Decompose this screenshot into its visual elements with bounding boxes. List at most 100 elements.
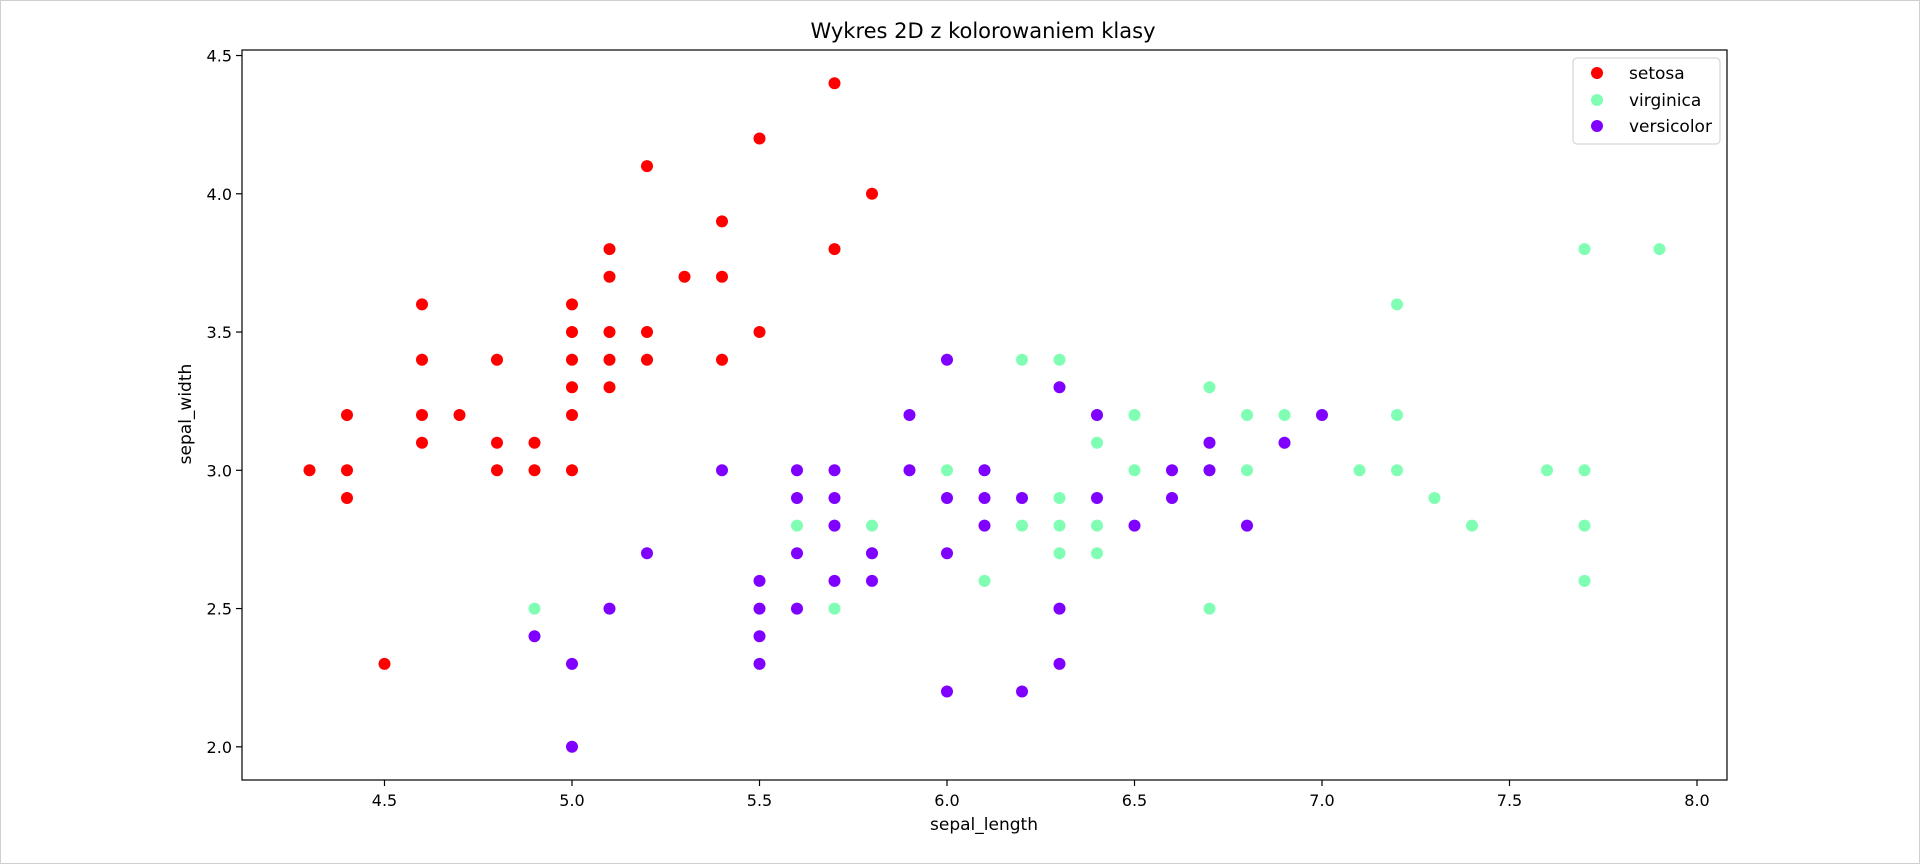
point-virginica-13 [1053, 547, 1066, 560]
point-virginica-16 [1091, 436, 1103, 449]
point-setosa-4 [378, 657, 391, 670]
point-setosa-15 [566, 298, 578, 311]
point-setosa-31 [716, 270, 728, 283]
point-setosa-6 [416, 353, 428, 366]
point-versicolor-29 [1016, 492, 1028, 504]
point-setosa-14 [528, 464, 541, 477]
legend-label-setosa: setosa [1629, 64, 1685, 84]
point-versicolor-30 [1016, 685, 1028, 698]
point-versicolor-42 [1278, 436, 1291, 449]
chart-title: Wykres 2D z kolorowaniem klasy [810, 19, 1155, 43]
point-virginica-8 [1016, 353, 1028, 366]
point-virginica-18 [1091, 547, 1103, 560]
point-virginica-17 [1091, 519, 1103, 532]
point-setosa-32 [716, 353, 728, 366]
point-virginica-2 [828, 602, 841, 615]
point-versicolor-16 [828, 519, 841, 532]
point-setosa-28 [641, 353, 653, 366]
point-versicolor-2 [566, 740, 578, 753]
y-tick-label: 3.0 [207, 461, 232, 480]
point-setosa-22 [603, 270, 616, 283]
point-virginica-19 [1128, 409, 1141, 421]
point-setosa-10 [491, 353, 503, 366]
point-virginica-5 [941, 464, 953, 477]
point-setosa-5 [416, 298, 428, 311]
point-versicolor-31 [1053, 381, 1066, 394]
point-virginica-34 [1466, 519, 1478, 532]
point-versicolor-1 [566, 657, 578, 670]
y-tick-label: 3.5 [207, 323, 232, 342]
point-versicolor-9 [753, 657, 766, 670]
point-setosa-34 [753, 326, 766, 338]
point-setosa-2 [341, 464, 353, 477]
point-versicolor-13 [791, 602, 803, 615]
point-virginica-32 [1391, 464, 1403, 477]
point-setosa-23 [603, 326, 616, 338]
point-versicolor-43 [1316, 409, 1328, 421]
point-setosa-33 [753, 132, 766, 145]
x-axis-label: sepal_length [930, 815, 1038, 835]
y-tick-label: 4.0 [207, 185, 232, 204]
point-virginica-10 [1053, 353, 1066, 366]
point-versicolor-17 [828, 574, 841, 587]
x-tick-label: 5.0 [559, 791, 584, 810]
point-versicolor-6 [753, 574, 766, 587]
point-versicolor-0 [528, 630, 541, 643]
point-setosa-18 [566, 381, 578, 394]
x-tick-label: 4.5 [372, 791, 397, 810]
legend-label-versicolor: versicolor [1629, 117, 1712, 137]
point-virginica-35 [1541, 464, 1553, 477]
point-setosa-12 [491, 464, 503, 477]
point-versicolor-19 [866, 574, 878, 587]
legend-marker-versicolor [1591, 120, 1603, 132]
point-versicolor-15 [828, 492, 841, 504]
legend: setosa virginica versicolor [1572, 57, 1721, 145]
point-versicolor-28 [978, 519, 991, 532]
point-versicolor-41 [1241, 519, 1253, 532]
point-versicolor-26 [978, 464, 991, 477]
point-setosa-7 [416, 409, 428, 421]
point-versicolor-12 [791, 547, 803, 560]
point-versicolor-27 [978, 492, 991, 504]
point-setosa-3 [341, 492, 353, 504]
point-versicolor-39 [1203, 436, 1216, 449]
point-virginica-9 [1016, 519, 1028, 532]
point-virginica-0 [528, 602, 541, 615]
point-setosa-21 [603, 243, 616, 256]
point-virginica-30 [1391, 298, 1403, 311]
point-setosa-9 [453, 409, 466, 421]
y-axis-label: sepal_width [176, 364, 196, 465]
point-virginica-24 [1203, 602, 1216, 615]
point-setosa-35 [828, 77, 841, 90]
point-versicolor-10 [791, 464, 803, 477]
point-versicolor-25 [941, 685, 953, 698]
point-setosa-36 [828, 243, 841, 256]
point-versicolor-21 [903, 464, 916, 477]
point-versicolor-22 [941, 353, 953, 366]
point-virginica-1 [791, 519, 803, 532]
point-setosa-8 [416, 436, 428, 449]
point-virginica-29 [1353, 464, 1366, 477]
point-setosa-24 [603, 353, 616, 366]
point-virginica-27 [1278, 409, 1291, 421]
y-tick-label: 4.5 [207, 47, 232, 66]
point-virginica-37 [1578, 464, 1591, 477]
point-versicolor-7 [753, 602, 766, 615]
x-tick-label: 7.0 [1309, 791, 1334, 810]
point-versicolor-33 [1053, 657, 1066, 670]
point-versicolor-11 [791, 492, 803, 504]
point-setosa-30 [716, 215, 728, 228]
point-versicolor-36 [1128, 519, 1141, 532]
point-versicolor-18 [866, 547, 878, 560]
point-virginica-33 [1428, 492, 1441, 504]
point-setosa-16 [566, 326, 578, 338]
point-versicolor-24 [941, 547, 953, 560]
point-virginica-21 [1203, 381, 1216, 394]
point-versicolor-14 [828, 464, 841, 477]
point-versicolor-37 [1166, 464, 1178, 477]
point-setosa-25 [603, 381, 616, 394]
x-tick-label: 7.5 [1497, 791, 1522, 810]
legend-marker-virginica [1591, 94, 1603, 106]
